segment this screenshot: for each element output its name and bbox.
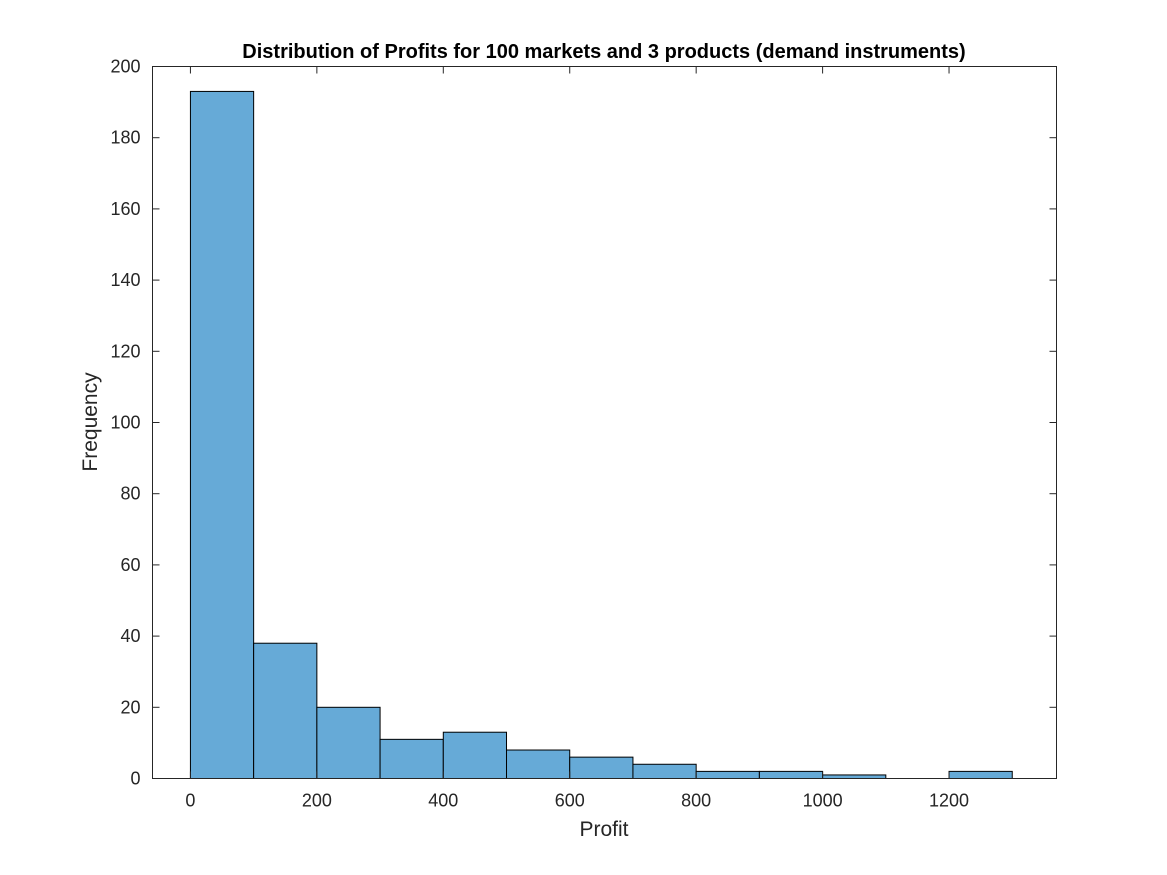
histogram-bar (189, 90, 255, 780)
histogram-bar (632, 763, 697, 780)
x-tick-label: 800 (681, 791, 711, 811)
y-tick-label: 160 (110, 199, 140, 219)
x-tick-label: 0 (185, 791, 195, 811)
chart-title: Distribution of Profits for 100 markets … (242, 41, 965, 63)
x-tick-label: 200 (302, 791, 332, 811)
histogram-bar (758, 770, 824, 780)
histogram-bar (948, 770, 1013, 780)
y-tick-label: 80 (120, 484, 140, 504)
y-tick-label: 60 (120, 555, 140, 575)
histogram-bar (316, 706, 381, 779)
histogram-bar (569, 756, 634, 780)
histogram-bar (695, 770, 760, 780)
plot-frame (152, 66, 1057, 779)
histogram-bar (253, 642, 318, 779)
histogram-bar (506, 749, 571, 780)
y-axis-label: Frequency (79, 372, 102, 472)
ticks-group: 0 200 400 600 800 1000 1200 0 20 40 60 80 100 120 140 1… (110, 57, 1057, 811)
x-tick-label: 1000 (803, 791, 843, 811)
x-tick-label: 600 (555, 791, 585, 811)
y-tick-label: 180 (110, 128, 140, 148)
histogram-bar (822, 774, 887, 780)
y-tick-label: 40 (120, 626, 140, 646)
y-tick-label: 200 (110, 57, 140, 77)
y-tick-label: 0 (130, 769, 140, 789)
y-tick-label: 20 (120, 697, 140, 717)
y-tick-label: 120 (110, 341, 140, 361)
histogram-bar (379, 738, 444, 780)
y-tick-label: 140 (110, 270, 140, 290)
y-tick-label: 100 (110, 413, 140, 433)
bars-group (189, 90, 1013, 780)
x-axis-label: Profit (579, 818, 628, 841)
histogram-bar (442, 731, 508, 779)
x-tick-label: 1200 (929, 791, 969, 811)
x-tick-label: 400 (428, 791, 458, 811)
